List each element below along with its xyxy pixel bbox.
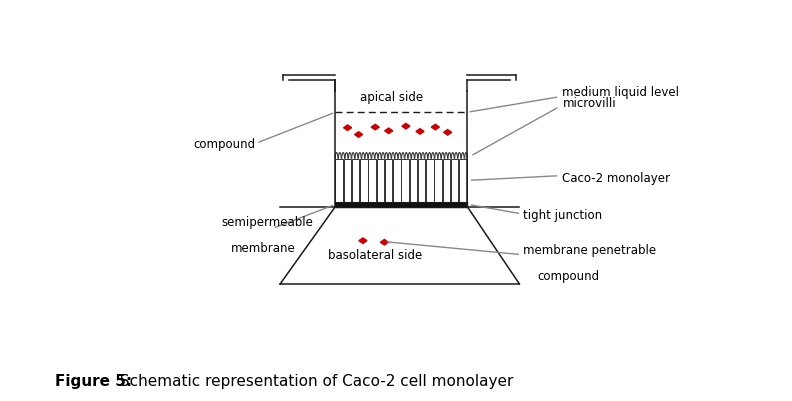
Text: medium liquid level: medium liquid level — [562, 86, 680, 99]
Polygon shape — [385, 129, 393, 134]
Bar — [426, 159, 434, 203]
Bar — [418, 159, 425, 203]
Bar — [459, 159, 466, 203]
Polygon shape — [444, 130, 451, 136]
Polygon shape — [380, 240, 388, 245]
Bar — [368, 159, 376, 203]
Text: semipermeable: semipermeable — [222, 216, 314, 229]
Polygon shape — [416, 130, 424, 135]
Bar — [360, 159, 367, 203]
Text: basolateral side: basolateral side — [328, 249, 422, 262]
Polygon shape — [355, 132, 363, 138]
Text: compound: compound — [538, 270, 600, 283]
Polygon shape — [359, 238, 367, 244]
Polygon shape — [371, 125, 379, 131]
Bar — [393, 159, 401, 203]
Text: Schematic representation of Caco-2 cell monolayer: Schematic representation of Caco-2 cell … — [115, 373, 513, 388]
Polygon shape — [402, 124, 410, 130]
Bar — [434, 159, 442, 203]
Bar — [409, 159, 417, 203]
Text: membrane penetrable: membrane penetrable — [523, 243, 656, 257]
Text: microvilli: microvilli — [562, 97, 616, 110]
Bar — [376, 159, 384, 203]
Text: compound: compound — [193, 138, 256, 150]
Bar — [335, 159, 343, 203]
Bar — [385, 159, 392, 203]
Text: Caco-2 monolayer: Caco-2 monolayer — [562, 171, 670, 184]
Polygon shape — [432, 125, 440, 131]
Text: Figure 5:: Figure 5: — [55, 373, 132, 388]
Text: membrane: membrane — [231, 241, 295, 254]
Bar — [402, 159, 409, 203]
Bar — [451, 159, 459, 203]
Text: apical side: apical side — [360, 91, 423, 104]
Bar — [352, 159, 360, 203]
Bar — [344, 159, 351, 203]
Text: tight junction: tight junction — [523, 209, 602, 221]
Polygon shape — [344, 126, 352, 131]
Bar — [443, 159, 450, 203]
